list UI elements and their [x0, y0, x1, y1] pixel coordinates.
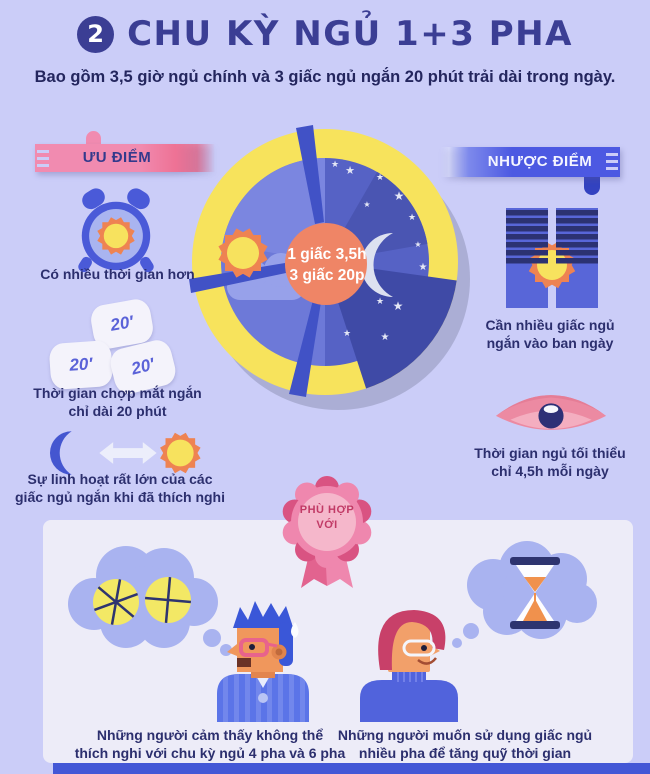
suitable-right-caption: Những người muốn sử dụng giấc ngủ nhiều …	[337, 727, 593, 762]
pros-ribbon	[35, 144, 215, 172]
eye-icon	[495, 395, 607, 430]
sweat-drop-icon	[291, 622, 299, 638]
pros-ribbon-label: ƯU ĐIỂM	[82, 149, 152, 166]
hair	[233, 601, 292, 628]
sun-icon	[160, 432, 201, 474]
cons-ribbon-tab	[584, 176, 600, 195]
pros-item1-text: Có nhiều thời gian hơn	[40, 266, 195, 282]
ribbon-notch	[37, 164, 49, 167]
glasses-icon	[402, 639, 436, 657]
suitable-left-caption: Những người cảm thấy không thể thích ngh…	[74, 727, 346, 762]
thought-bubble-hourglass-icon	[452, 541, 597, 648]
svg-text:★: ★	[343, 329, 351, 339]
cons-ribbon-label: NHƯỢC ĐIỂM	[487, 153, 593, 170]
ribbon-notch	[606, 160, 618, 163]
pros-item2-text: Thời gian chợp mắt ngắn chỉ dài 20 phút	[33, 385, 202, 420]
step-number-badge: 2	[77, 15, 115, 53]
moon-sun-flexibility-icon	[49, 431, 201, 475]
pillow-label: 20′	[129, 354, 157, 379]
svg-text:★: ★	[419, 262, 428, 273]
ribbon-notch	[37, 150, 49, 153]
stars: ★ ★ ★ ★ ★ ★ ★ ★ ★ ★ ★ ★	[331, 160, 428, 343]
svg-text:★: ★	[414, 240, 421, 249]
ribbon-notch	[37, 157, 49, 160]
pros-item3-text: Sự linh hoạt rất lớn của các giấc ngủ ng…	[15, 471, 225, 506]
thought-bubble-pies-icon	[68, 546, 232, 656]
glasses-icon	[239, 638, 269, 657]
cons-ribbon	[440, 147, 620, 177]
award-ribbon-badge-icon	[282, 476, 372, 588]
day-night-clock-icon: ★ ★ ★ ★ ★ ★ ★ ★ ★ ★ ★ ★	[189, 125, 470, 410]
suitable-badge-label: PHÙ HỢP VỚI	[299, 504, 355, 531]
page-subtitle: Bao gồm 3,5 giờ ngủ chính và 3 giấc ngủ …	[34, 68, 616, 86]
page-title: CHU KỲ NGỦ 1+3 PHA	[127, 14, 573, 54]
svg-text:★: ★	[394, 189, 405, 203]
svg-text:★: ★	[363, 200, 370, 209]
next-section-strip	[53, 763, 650, 774]
header: 2 CHU KỲ NGỦ 1+3 PHA	[0, 14, 650, 54]
svg-text:★: ★	[376, 297, 384, 307]
hourglass-icon	[510, 557, 560, 629]
svg-text:★: ★	[331, 160, 339, 170]
pillow-label: 20′	[68, 354, 94, 375]
moon-icon	[49, 431, 72, 475]
person-left-illustration	[217, 601, 309, 722]
clock-center-line2: 3 giấc 20p	[289, 266, 365, 284]
svg-text:★: ★	[381, 332, 390, 343]
person-right-illustration	[360, 610, 458, 722]
cons-item1-text: Cần nhiều giấc ngủ ngắn vào ban ngày	[485, 317, 615, 352]
pros-ribbon-tab	[86, 131, 101, 147]
cons-item2-text: Thời gian ngủ tối thiểu chỉ 4,5h mỗi ngà…	[474, 445, 626, 480]
svg-text:★: ★	[393, 299, 404, 313]
clock-center-line1: 1 giấc 3,5h	[287, 246, 367, 263]
double-arrow-icon	[99, 442, 157, 464]
pie-6-phase-icon	[93, 579, 139, 625]
pie-4-phase-icon	[144, 576, 192, 624]
alarm-clock-icon	[78, 188, 154, 273]
hair	[378, 610, 446, 670]
ribbon-notch	[606, 153, 618, 156]
sun-icon	[528, 241, 576, 289]
svg-text:★: ★	[376, 173, 384, 183]
window-blinds-sun-icon	[506, 208, 598, 308]
ribbon-notch	[606, 167, 618, 170]
pillow-icon: 20′	[48, 339, 114, 391]
svg-text:★: ★	[345, 164, 355, 177]
clock-center-label: 1 giấc 3,5h 3 giấc 20p	[270, 245, 384, 287]
sun-icon	[218, 228, 268, 278]
svg-text:★: ★	[408, 213, 416, 223]
moon-icon	[361, 233, 393, 297]
blinds	[506, 210, 598, 264]
pillow-label: 20′	[108, 312, 135, 335]
